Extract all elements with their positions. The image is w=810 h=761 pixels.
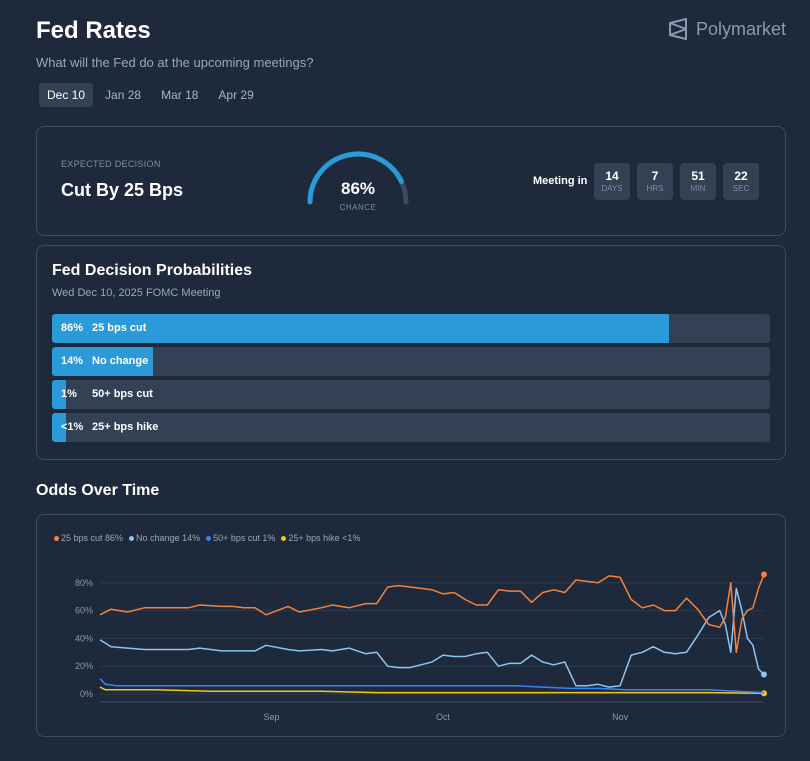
legend-label: 25 bps cut 86% xyxy=(61,533,124,543)
meeting-in-label: Meeting in xyxy=(533,175,588,187)
legend-item-50bps-cut[interactable]: 50+ bps cut 1% xyxy=(206,533,275,543)
legend-dot xyxy=(206,536,212,542)
series-end-point xyxy=(761,671,767,678)
legend-dot xyxy=(129,536,135,542)
legend-dot xyxy=(54,536,59,542)
legend-item-no-change[interactable]: No change 14% xyxy=(129,533,200,543)
x-tick-label: Nov xyxy=(612,712,629,722)
countdown-hours-value: 7 xyxy=(651,169,659,183)
probabilities-title: Fed Decision Probabilities xyxy=(52,262,253,279)
countdown-days-unit: DAYS xyxy=(601,184,623,193)
tab-jan-28[interactable]: Jan 28 xyxy=(105,88,142,102)
probability-bar-fill xyxy=(52,314,670,343)
chance-label: CHANCE xyxy=(339,203,377,212)
odds-chart-card: 25 bps cut 86% No change 14% 50+ bps cut… xyxy=(36,514,786,737)
expected-decision-label: EXPECTED DECISION xyxy=(61,159,161,169)
legend-label: 50+ bps cut 1% xyxy=(213,533,276,543)
tab-dec-10[interactable]: Dec 10 xyxy=(39,83,94,107)
page-title: Fed Rates xyxy=(36,17,151,44)
legend-label: 25+ bps hike <1% xyxy=(288,533,361,543)
series-line-50-bps-cut xyxy=(99,678,765,694)
countdown-hours-unit: HRS xyxy=(646,184,664,193)
probability-row-25bps-cut[interactable]: 86% 25 bps cut xyxy=(52,314,770,343)
probability-label: 50+ bps cut xyxy=(92,388,153,400)
brand-name: Polymarket xyxy=(695,18,786,39)
probability-bar-fill xyxy=(52,347,153,376)
probability-pct: 1% xyxy=(61,388,77,400)
probability-bar-fill xyxy=(52,413,66,442)
probability-row-no-change[interactable]: 14% No change xyxy=(52,347,770,376)
odds-line-chart[interactable]: 0% 20% 40% 60% 80% Sep Oct Nov xyxy=(37,515,785,736)
legend-item-25bps-hike[interactable]: 25+ bps hike <1% xyxy=(281,533,360,543)
series-end-point xyxy=(761,571,767,578)
countdown-days: 14 DAYS xyxy=(594,163,630,200)
chart-legend: 25 bps cut 86% No change 14% 50+ bps cut… xyxy=(54,533,360,543)
polymarket-logo-icon xyxy=(668,18,687,40)
expected-decision-card: EXPECTED DECISION Cut By 25 Bps 86% CHAN… xyxy=(36,126,786,236)
probability-pct: 14% xyxy=(61,355,84,367)
probability-label: No change xyxy=(92,355,149,367)
page-subtitle: What will the Fed do at the upcoming mee… xyxy=(36,55,314,70)
countdown-days-value: 14 xyxy=(605,169,619,183)
series-line-25-bps-cut xyxy=(99,574,765,654)
legend-item-25bps-cut[interactable]: 25 bps cut 86% xyxy=(54,533,123,543)
series-end-point xyxy=(761,690,767,697)
probability-pct: 86% xyxy=(61,322,84,334)
tab-mar-18[interactable]: Mar 18 xyxy=(161,88,199,102)
probability-label: 25+ bps hike xyxy=(92,421,159,433)
polymarket-logo[interactable]: Polymarket xyxy=(668,18,786,40)
x-tick-label: Oct xyxy=(436,712,451,722)
decision-probabilities-card: Fed Decision Probabilities Wed Dec 10, 2… xyxy=(36,245,786,460)
countdown-minutes-value: 51 xyxy=(691,169,705,183)
y-tick-label: 40% xyxy=(75,633,93,643)
probability-bar-fill xyxy=(52,380,66,409)
tab-apr-29[interactable]: Apr 29 xyxy=(218,88,254,102)
odds-over-time-title: Odds Over Time xyxy=(36,482,160,499)
probability-row-25bps-hike[interactable]: <1% 25+ bps hike xyxy=(52,413,770,442)
countdown-seconds-unit: SEC xyxy=(732,184,750,193)
chance-value: 86% xyxy=(340,179,376,198)
series-line-25-bps-hike xyxy=(99,686,765,695)
probability-pct: <1% xyxy=(61,421,84,433)
expected-decision-value: Cut By 25 Bps xyxy=(61,180,184,200)
probability-label: 25 bps cut xyxy=(92,322,147,334)
y-tick-label: 80% xyxy=(75,578,93,588)
meeting-tabs: Dec 10 Jan 28 Mar 18 Apr 29 xyxy=(39,83,262,107)
y-tick-label: 20% xyxy=(75,661,93,671)
y-tick-label: 0% xyxy=(80,689,93,699)
countdown-minutes: 51 MIN xyxy=(680,163,716,200)
probability-row-50bps-cut[interactable]: 1% 50+ bps cut xyxy=(52,380,770,409)
gauge-fill xyxy=(307,151,404,205)
probabilities-subtitle: Wed Dec 10, 2025 FOMC Meeting xyxy=(52,287,221,299)
legend-label: No change 14% xyxy=(136,533,201,543)
series-line-no-change xyxy=(99,587,765,688)
x-tick-label: Sep xyxy=(264,712,280,722)
countdown-seconds: 22 SEC xyxy=(723,163,759,200)
legend-dot xyxy=(281,536,287,542)
chance-gauge xyxy=(307,151,409,205)
y-tick-label: 60% xyxy=(75,606,93,616)
countdown-hours: 7 HRS xyxy=(637,163,673,200)
countdown-minutes-unit: MIN xyxy=(690,184,706,193)
countdown-seconds-value: 22 xyxy=(734,169,748,183)
